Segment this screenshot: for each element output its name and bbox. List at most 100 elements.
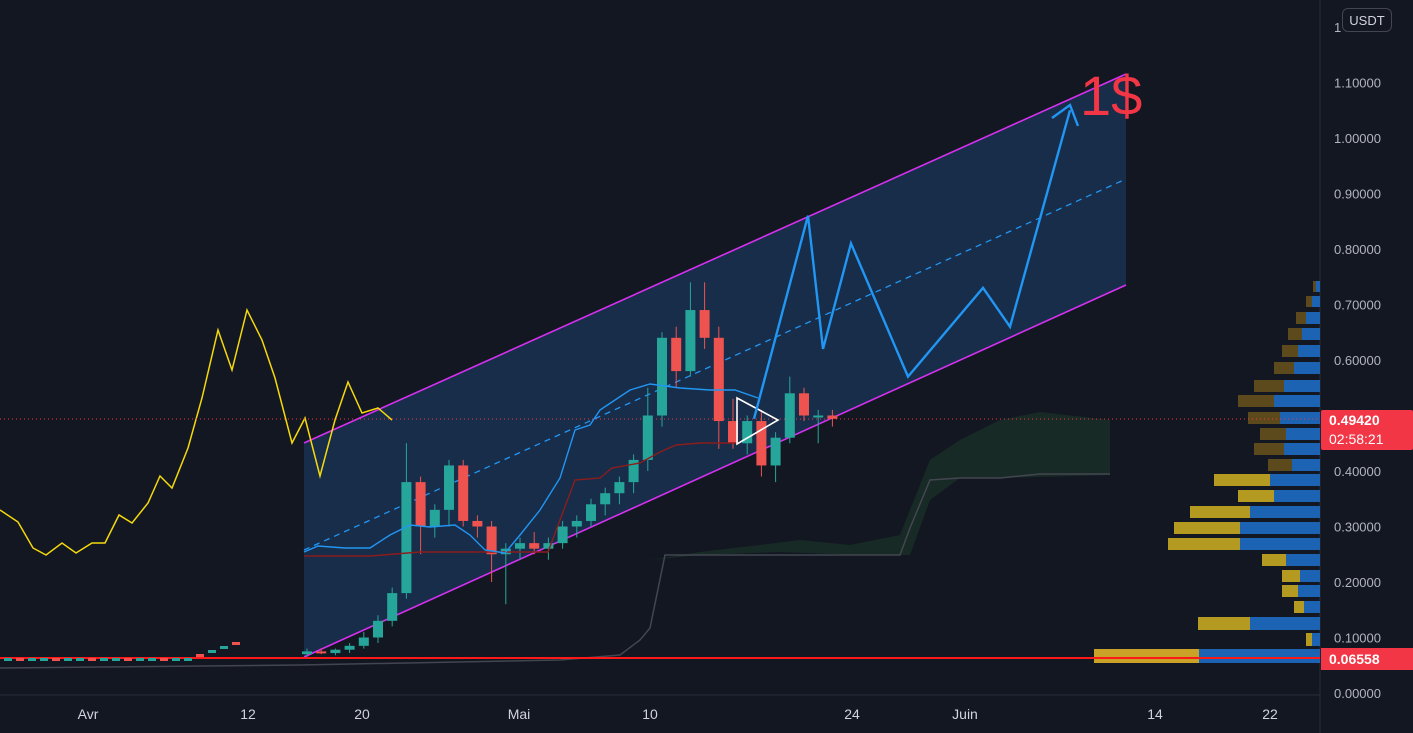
volume-profile-bar [1270,474,1320,486]
candle [76,658,84,661]
candle [429,509,440,527]
channel-lower-line [303,284,1127,658]
volume-profile-bar [1306,312,1320,324]
volume-profile-bar [1094,649,1199,663]
price-tick-label: 0.20000 [1334,575,1381,590]
volume-profile-bar [1300,570,1320,582]
oscillator-line [0,307,393,556]
candle [330,649,341,654]
candle [172,658,180,661]
time-tick-label: Mai [508,706,531,722]
candle [657,337,667,416]
candle [458,465,469,521]
volume-profile-bar [1286,554,1320,566]
volume-profile-bar [1262,554,1286,566]
candle [671,337,682,372]
candle [148,658,156,661]
volume-profile-bar [1284,380,1320,392]
channel-midline [303,178,1127,551]
candle [728,421,738,444]
candle [756,421,767,466]
candle [444,465,454,510]
price-tick-label: 0.10000 [1334,631,1381,646]
currency-button[interactable]: USDT [1342,8,1392,32]
candle [685,310,696,372]
candle [486,526,497,555]
volume-profile-bar [1274,362,1294,374]
volume-profile-bar [1260,428,1286,440]
time-tick-label: Avr [78,706,99,722]
projection-arrowhead [1051,103,1080,127]
price-tick-label: 1.00000 [1334,131,1381,146]
candle [543,543,554,549]
candle [770,437,781,466]
volume-profile-bar [1190,506,1250,518]
volume-profile-bar [1292,459,1320,471]
volume-profile-bar [1254,380,1284,392]
candle [557,526,568,544]
candle [302,651,312,655]
volume-profile-bar [1199,649,1320,663]
volume-profile-bar [1174,522,1240,534]
price-tick-label: 1 [1334,20,1341,35]
volume-profile-bar [1240,522,1320,534]
volume-profile-bar [1250,506,1320,518]
candle [220,646,228,649]
time-tick-label: 20 [354,706,370,722]
candle [124,658,132,661]
ichimoku-cloud [650,412,1110,560]
candle [571,520,582,527]
volume-profile-bar [1316,281,1320,292]
volume-profile-bar [1250,617,1320,630]
conversion-line [303,383,759,554]
candle [316,651,327,654]
volume-profile-bar [1302,328,1320,340]
candle [799,393,809,416]
candle [358,637,369,646]
candle [614,482,625,494]
horizontal-line-price-tag: 0.06558 [1321,648,1413,670]
volume-profile-bar [1282,345,1298,357]
candle [586,504,596,521]
volume-profile-bar [1286,428,1320,440]
candle [529,543,540,549]
price-tick-label: 0.90000 [1334,187,1381,202]
bar-countdown: 02:58:21 [1329,431,1384,447]
candle [64,658,72,661]
candle [344,645,355,650]
time-tick-label: 22 [1262,706,1278,722]
volume-profile-bar [1284,443,1320,455]
candle [40,658,48,661]
candle [196,654,204,657]
candle [401,482,412,594]
volume-profile-bar [1296,312,1306,324]
volume-profile-bar [1274,395,1320,407]
volume-profile-bar [1198,617,1250,630]
price-tick-label: 0.70000 [1334,298,1381,313]
candle [88,658,96,661]
volume-profile-bar [1282,585,1298,597]
candle [784,393,795,438]
candle [184,658,192,661]
volume-profile-bar [1298,345,1320,357]
volume-profile-bar [1312,296,1320,307]
candle [136,658,144,661]
volume-profile-bar [1280,412,1320,424]
volume-profile-bar [1298,585,1320,597]
price-tick-label: 0.40000 [1334,464,1381,479]
last-price-tag: 0.49420 02:58:21 [1321,410,1413,450]
volume-profile-bar [1312,633,1320,646]
volume-profile-bar [1248,412,1280,424]
candle [100,658,108,661]
volume-profile-bar [1268,459,1292,471]
candle [28,658,36,661]
channel-upper-line [303,73,1127,444]
target-annotation: 1$ [1080,64,1143,127]
candle [373,620,383,638]
time-tick-label: 24 [844,706,860,722]
time-tick-label: 12 [240,706,256,722]
last-price-value: 0.49420 [1329,412,1380,428]
candle [699,310,710,338]
projection-path [752,109,1072,420]
